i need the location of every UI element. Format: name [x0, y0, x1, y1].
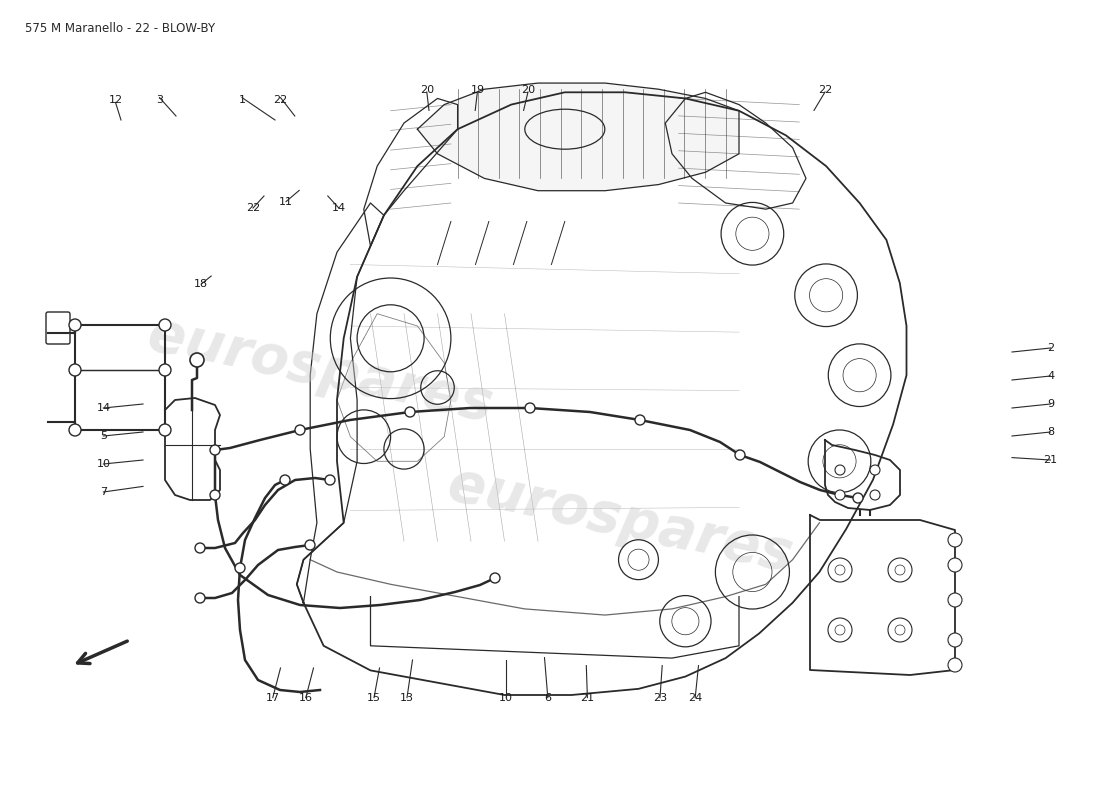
Text: 15: 15 — [367, 693, 381, 702]
Text: 22: 22 — [274, 95, 287, 105]
Text: 13: 13 — [400, 693, 414, 702]
Circle shape — [235, 563, 245, 573]
Circle shape — [69, 364, 81, 376]
Text: 6: 6 — [544, 693, 551, 702]
Circle shape — [324, 475, 336, 485]
Circle shape — [210, 445, 220, 455]
Circle shape — [852, 493, 864, 503]
Circle shape — [305, 540, 315, 550]
Text: 21: 21 — [581, 693, 594, 702]
Circle shape — [948, 533, 962, 547]
Text: 20: 20 — [420, 85, 433, 94]
Circle shape — [160, 364, 170, 376]
Text: 19: 19 — [471, 85, 484, 94]
Text: 11: 11 — [279, 197, 293, 206]
Text: 22: 22 — [246, 203, 260, 213]
Circle shape — [948, 593, 962, 607]
Text: 16: 16 — [299, 693, 312, 702]
Text: 3: 3 — [156, 95, 163, 105]
Circle shape — [835, 465, 845, 475]
Text: 18: 18 — [195, 279, 208, 289]
Text: 23: 23 — [653, 693, 667, 702]
Text: 17: 17 — [266, 693, 279, 702]
Circle shape — [835, 490, 845, 500]
Text: 2: 2 — [1047, 343, 1054, 353]
Circle shape — [210, 490, 220, 500]
Text: eurospares: eurospares — [143, 307, 497, 433]
Circle shape — [69, 319, 81, 331]
Polygon shape — [417, 83, 739, 190]
Circle shape — [948, 633, 962, 647]
Circle shape — [280, 475, 290, 485]
Circle shape — [870, 465, 880, 475]
Circle shape — [195, 543, 205, 553]
Circle shape — [190, 353, 204, 367]
Circle shape — [635, 415, 645, 425]
Text: 1: 1 — [239, 95, 245, 105]
Circle shape — [295, 425, 305, 435]
Text: 10: 10 — [499, 693, 513, 702]
Text: 9: 9 — [1047, 399, 1054, 409]
Text: 14: 14 — [97, 403, 110, 413]
Circle shape — [160, 424, 170, 436]
Text: 8: 8 — [1047, 427, 1054, 437]
Text: 5: 5 — [100, 431, 107, 441]
Circle shape — [948, 558, 962, 572]
Text: 22: 22 — [818, 85, 832, 94]
Circle shape — [525, 403, 535, 413]
Text: 575 M Maranello - 22 - BLOW-BY: 575 M Maranello - 22 - BLOW-BY — [25, 22, 216, 35]
Circle shape — [195, 593, 205, 603]
Circle shape — [405, 407, 415, 417]
Circle shape — [160, 319, 170, 331]
Circle shape — [870, 490, 880, 500]
Circle shape — [490, 573, 500, 583]
Circle shape — [69, 424, 81, 436]
Circle shape — [735, 450, 745, 460]
Text: 7: 7 — [100, 487, 107, 497]
Text: eurospares: eurospares — [443, 457, 798, 583]
Text: 21: 21 — [1044, 455, 1057, 465]
Text: 10: 10 — [97, 459, 110, 469]
Text: 24: 24 — [689, 693, 702, 702]
Text: 4: 4 — [1047, 371, 1054, 381]
Text: 20: 20 — [521, 85, 535, 94]
Circle shape — [948, 658, 962, 672]
Text: 14: 14 — [332, 203, 345, 213]
Text: 12: 12 — [109, 95, 122, 105]
